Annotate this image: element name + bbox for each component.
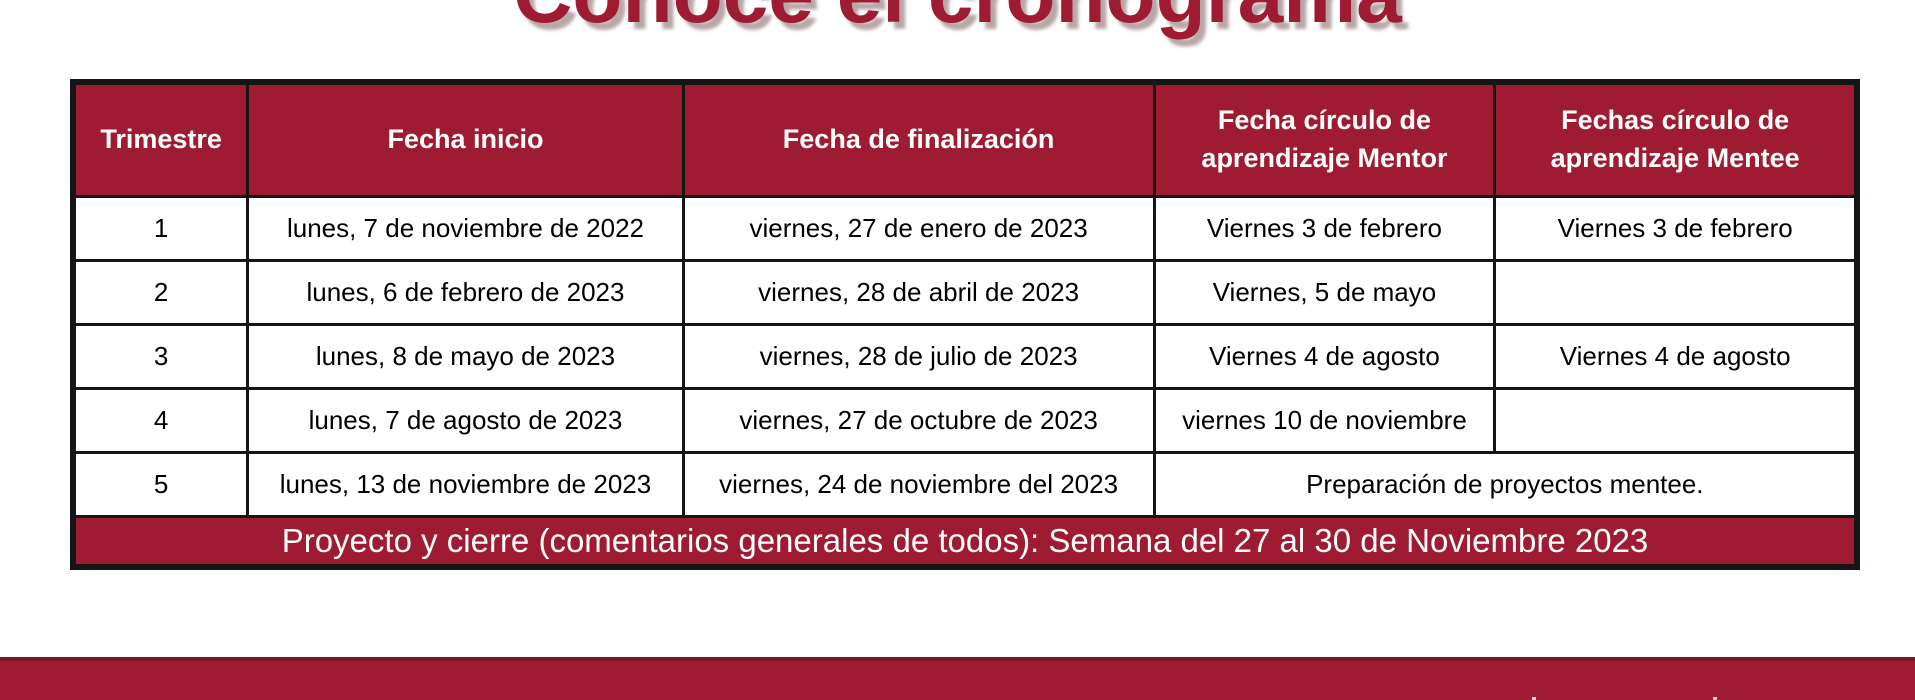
- cell-fecha-finalizacion: viernes, 27 de enero de 2023: [681, 195, 1156, 262]
- cell-trimestre: 2: [71, 259, 250, 326]
- table-row: 2 lunes, 6 de febrero de 2023 viernes, 2…: [71, 259, 1859, 326]
- cell-circulo-mentor: viernes 10 de noviembre: [1152, 387, 1497, 454]
- cell-circulo-mentee: Viernes 3 de febrero: [1493, 195, 1859, 262]
- table-row: 3 lunes, 8 de mayo de 2023 viernes, 28 d…: [71, 323, 1859, 390]
- col-header-circulo-mentee: Fechas círculo de aprendizaje Mentee: [1493, 80, 1859, 198]
- table-row: 5 lunes, 13 de noviembre de 2023 viernes…: [71, 451, 1859, 518]
- cell-fecha-inicio: lunes, 7 de agosto de 2023: [246, 387, 685, 454]
- cell-circulo-mentor: Viernes, 5 de mayo: [1152, 259, 1497, 326]
- col-header-fecha-finalizacion: Fecha de finalización: [681, 80, 1156, 198]
- cell-fecha-inicio: lunes, 7 de noviembre de 2022: [246, 195, 685, 262]
- closing-note: Proyecto y cierre (comentarios generales…: [71, 515, 1859, 569]
- bottom-band: [0, 657, 1915, 700]
- cell-circulo-mentor: Viernes 4 de agosto: [1152, 323, 1497, 390]
- table-row: 4 lunes, 7 de agosto de 2023 viernes, 27…: [71, 387, 1859, 454]
- cell-fecha-inicio: lunes, 13 de noviembre de 2023: [246, 451, 685, 518]
- page-title: Conoce el cronograma: [0, 0, 1915, 42]
- cell-fecha-inicio: lunes, 6 de febrero de 2023: [246, 259, 685, 326]
- cell-preparacion-proyectos: Preparación de proyectos mentee.: [1152, 451, 1859, 518]
- cell-trimestre: 1: [71, 195, 250, 262]
- table-footer-row: Proyecto y cierre (comentarios generales…: [71, 515, 1859, 569]
- table-row: 1 lunes, 7 de noviembre de 2022 viernes,…: [71, 195, 1859, 262]
- cell-fecha-finalizacion: viernes, 24 de noviembre del 2023: [681, 451, 1156, 518]
- cell-trimestre: 5: [71, 451, 250, 518]
- cell-circulo-mentee: Viernes 4 de agosto: [1493, 323, 1859, 390]
- header-row: Trimestre Fecha inicio Fecha de finaliza…: [71, 80, 1859, 198]
- schedule-table: Trimestre Fecha inicio Fecha de finaliza…: [70, 79, 1860, 570]
- col-header-fecha-inicio: Fecha inicio: [246, 80, 685, 198]
- col-header-trimestre: Trimestre: [71, 80, 250, 198]
- cell-fecha-finalizacion: viernes, 28 de abril de 2023: [681, 259, 1156, 326]
- cell-circulo-mentee: [1493, 259, 1859, 326]
- cell-fecha-finalizacion: viernes, 27 de octubre de 2023: [681, 387, 1156, 454]
- cell-fecha-finalizacion: viernes, 28 de julio de 2023: [681, 323, 1156, 390]
- cell-circulo-mentee: [1493, 387, 1859, 454]
- cutoff-text-mark: [1713, 697, 1717, 700]
- cell-trimestre: 3: [71, 323, 250, 390]
- cell-trimestre: 4: [71, 387, 250, 454]
- cutoff-text-mark: [1532, 697, 1536, 700]
- cell-circulo-mentor: Viernes 3 de febrero: [1152, 195, 1497, 262]
- cell-fecha-inicio: lunes, 8 de mayo de 2023: [246, 323, 685, 390]
- col-header-circulo-mentor: Fecha círculo de aprendizaje Mentor: [1152, 80, 1497, 198]
